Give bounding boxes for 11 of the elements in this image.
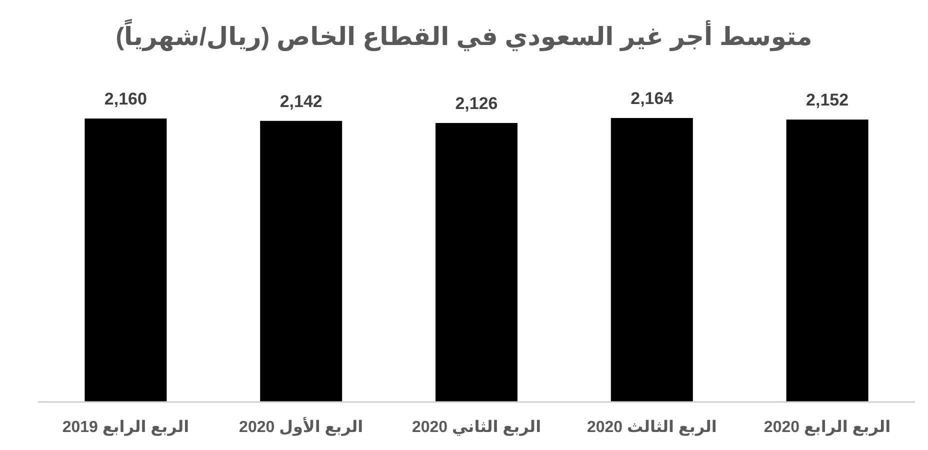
x-tick-label: الربع الأول 2020 [239, 416, 364, 436]
data-label: 2,142 [280, 92, 322, 111]
x-tick-label: الربع الرابع 2020 [764, 419, 891, 436]
x-tick-label: الربع الثاني 2020 [412, 419, 542, 436]
data-label: 2,160 [104, 90, 147, 109]
x-tick-label: الربع الرابع 2019 [62, 419, 190, 436]
data-label: 2,152 [806, 90, 849, 110]
x-tick-label: الربع الثالث 2020 [586, 419, 717, 436]
chart-title: متوسط أجر غير السعودي في القطاع الخاص (ريال/شهرياً) [116, 18, 812, 52]
data-label: 2,164 [630, 89, 674, 108]
data-label: 2,126 [455, 94, 498, 113]
